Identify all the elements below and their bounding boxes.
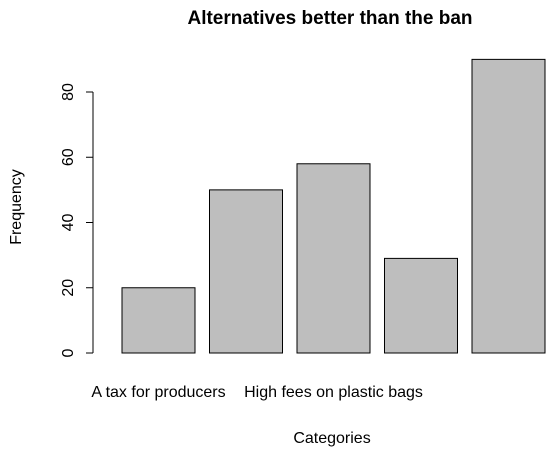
y-ticks: 0 20 40 60 80 bbox=[60, 83, 93, 357]
x-tick-label: High fees on plastic bags bbox=[244, 384, 423, 401]
y-axis-label: Frequency bbox=[8, 169, 25, 245]
y-tick-label: 0 bbox=[60, 348, 77, 357]
y-tick-label: 80 bbox=[60, 83, 77, 101]
bar bbox=[471, 58, 546, 354]
y-tick-label: 40 bbox=[60, 214, 77, 232]
x-axis-label: Categories bbox=[293, 430, 370, 447]
bar bbox=[121, 287, 196, 354]
x-tick-labels: A tax for producers High fees on plastic … bbox=[91, 384, 423, 401]
chart-title: Alternatives better than the ban bbox=[187, 8, 472, 29]
x-tick-label: A tax for producers bbox=[91, 384, 225, 401]
y-tick-label: 60 bbox=[60, 148, 77, 166]
bars bbox=[121, 58, 546, 354]
bar bbox=[209, 189, 283, 354]
bar bbox=[384, 257, 458, 354]
bar bbox=[296, 163, 371, 354]
y-tick-label: 20 bbox=[60, 279, 77, 297]
